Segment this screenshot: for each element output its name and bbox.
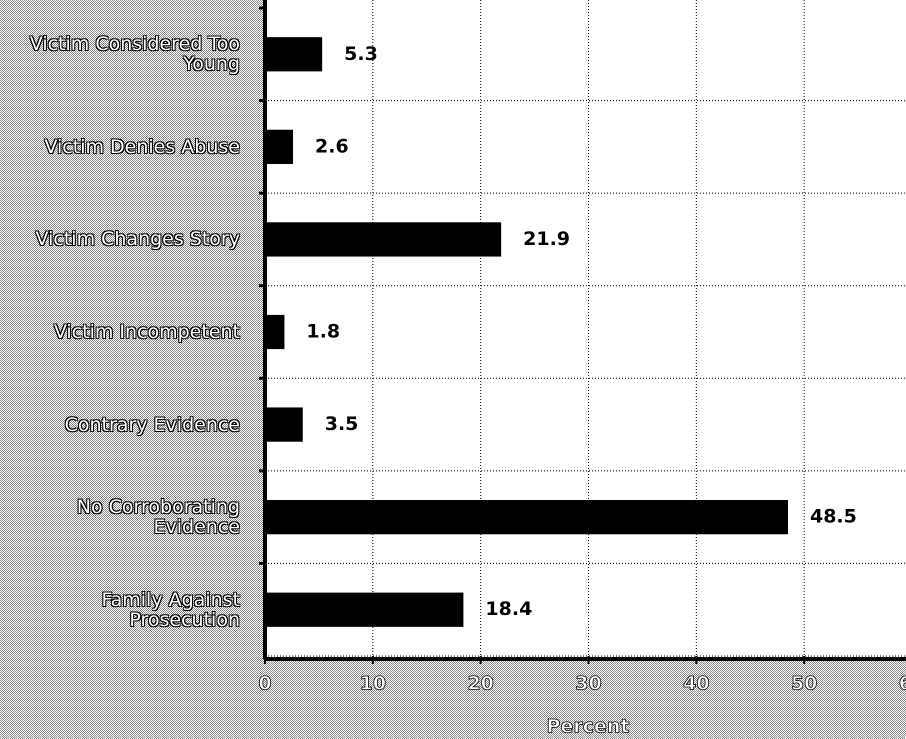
value-label: 48.5 (810, 506, 857, 528)
category-label: Victim Denies Abuse (44, 135, 240, 158)
category-label: Victim Changes Story (35, 228, 240, 251)
bar (265, 314, 285, 350)
bar (265, 37, 323, 72)
value-label: 5.3 (344, 43, 378, 65)
value-label: 18.4 (485, 598, 532, 620)
x-axis-label: Percent (547, 716, 630, 738)
bar (265, 129, 294, 164)
category-label: Victim Considered Too Young (29, 33, 240, 76)
bar (265, 500, 788, 535)
category-labels: Victim Considered Too Young Victim Denies… (0, 0, 240, 739)
value-label: 3.5 (325, 413, 359, 435)
x-tick-label: 20 (467, 673, 493, 695)
category-label: Contrary Evidence (64, 413, 240, 436)
bar (265, 222, 502, 257)
x-tick-label: 30 (575, 673, 601, 695)
bar (265, 407, 303, 442)
x-tick-label: 10 (360, 673, 386, 695)
x-tick-label: 60 (899, 673, 906, 695)
category-label: No Corroborating Evidence (76, 496, 240, 539)
category-label: Family Against Prosecution (101, 588, 240, 631)
value-label: 21.9 (523, 228, 570, 250)
x-tick-label: 40 (683, 673, 709, 695)
value-label: 1.8 (306, 321, 340, 343)
bar (265, 592, 464, 627)
category-label: Victim Incompetent (53, 321, 240, 343)
plot-area (265, 0, 906, 660)
x-tick-label: 50 (791, 673, 817, 695)
x-tick-label: 0 (258, 673, 271, 695)
value-label: 2.6 (315, 135, 349, 157)
